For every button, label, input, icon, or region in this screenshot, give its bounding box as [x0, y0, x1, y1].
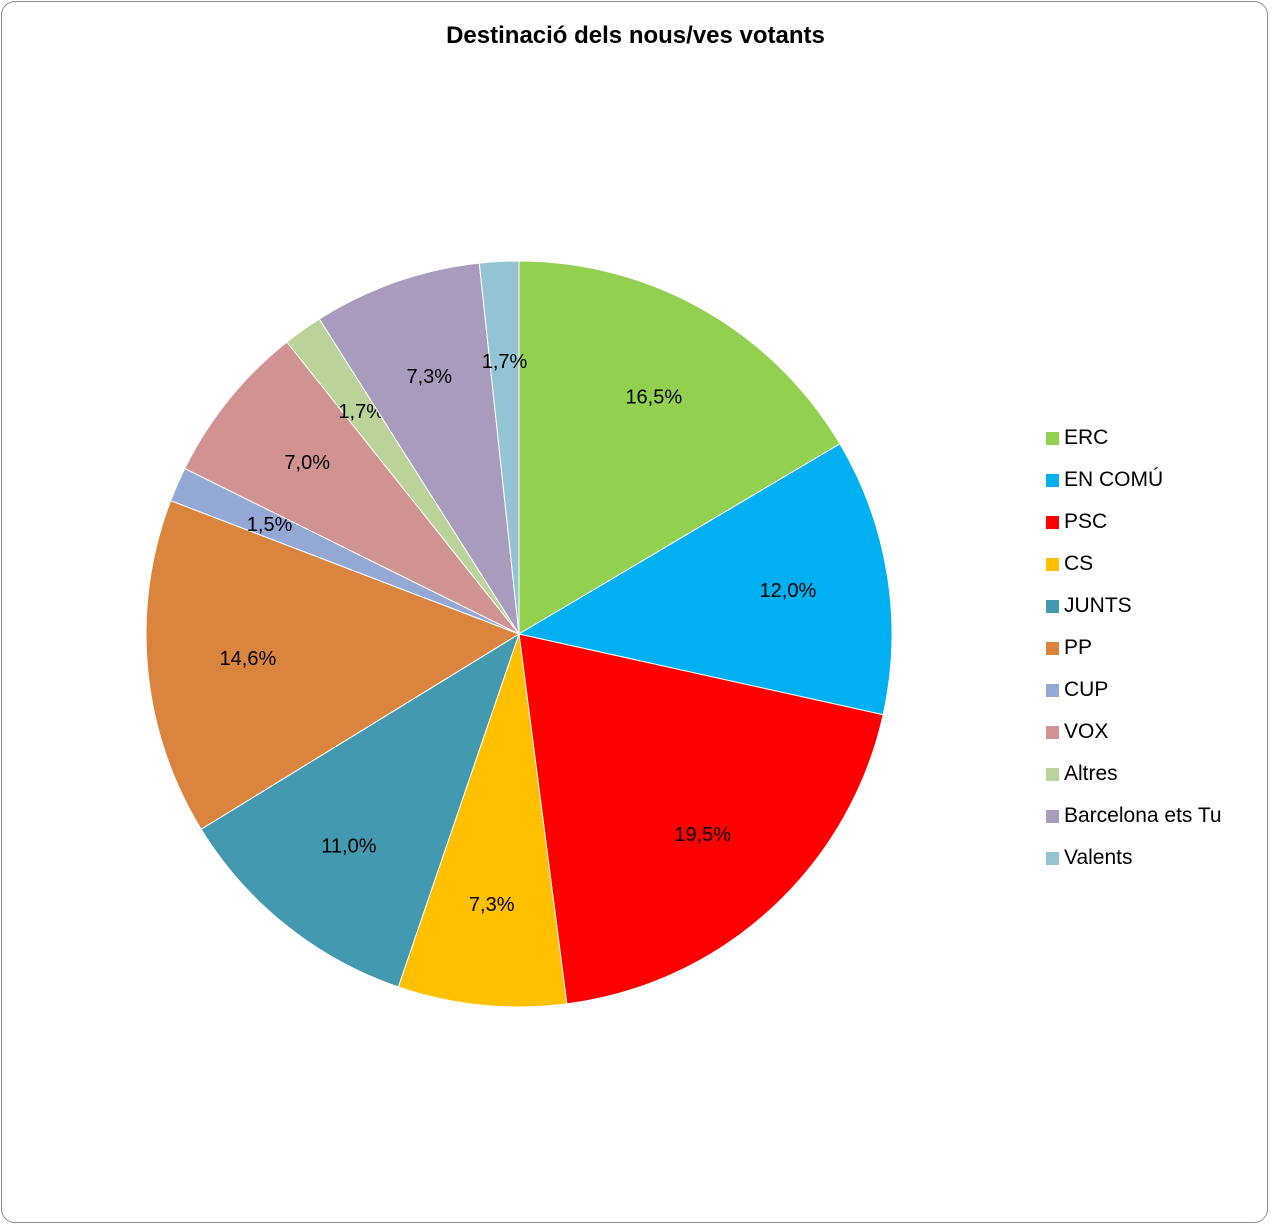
- legend-swatch-2: [1046, 515, 1059, 529]
- legend-label-6: CUP: [1064, 678, 1109, 701]
- legend-item-3: CS: [1046, 543, 1222, 585]
- legend-label-3: CS: [1064, 552, 1094, 575]
- legend-item-0: ERC: [1046, 417, 1222, 459]
- legend-swatch-10: [1046, 851, 1059, 865]
- slice-label-4: 11,0%: [321, 836, 376, 858]
- chart-title: Destinació dels nous/ves votants: [446, 22, 825, 49]
- legend-label-7: VOX: [1064, 720, 1109, 743]
- legend-item-5: PP: [1046, 627, 1222, 669]
- pie-slice-9: [318, 262, 520, 635]
- legend-swatch-5: [1046, 641, 1059, 655]
- slice-label-1: 12,0%: [760, 580, 817, 602]
- slice-label-2: 19,5%: [674, 824, 731, 846]
- legend-label-0: ERC: [1064, 426, 1109, 449]
- legend-swatch-6: [1046, 683, 1059, 697]
- legend-label-10: Valents: [1064, 846, 1133, 869]
- pie-slice-5: [145, 499, 521, 830]
- legend-label-5: PP: [1064, 636, 1093, 659]
- legend-label-9: Barcelona ets Tu: [1064, 804, 1222, 827]
- pie-slice-1: [517, 443, 893, 716]
- pie-slice-7: [184, 341, 520, 635]
- pie-slice-10: [478, 260, 520, 635]
- legend: ERC EN COMÚ PSC CS JUNTS PP CUP VOX Altres Barcel…: [1046, 417, 1222, 879]
- legend-item-2: PSC: [1046, 501, 1222, 543]
- legend-swatch-3: [1046, 557, 1059, 571]
- legend-swatch-0: [1046, 431, 1059, 445]
- slice-label-9: 7,3%: [407, 366, 453, 388]
- slice-label-3: 7,3%: [469, 894, 515, 916]
- legend-item-9: Barcelona ets Tu: [1046, 795, 1222, 837]
- slice-label-5: 14,6%: [220, 648, 277, 670]
- slice-label-7: 7,0%: [284, 452, 330, 474]
- pie-slice-3: [397, 633, 568, 1008]
- slice-label-0: 16,5%: [625, 386, 682, 408]
- legend-item-1: EN COMÚ: [1046, 459, 1222, 501]
- legend-label-4: JUNTS: [1064, 594, 1132, 617]
- legend-swatch-4: [1046, 599, 1059, 613]
- legend-item-10: Valents: [1046, 837, 1222, 879]
- legend-label-2: PSC: [1064, 510, 1108, 533]
- legend-item-4: JUNTS: [1046, 585, 1222, 627]
- pie-slice-2: [518, 633, 884, 1005]
- pie-slice-4: [200, 632, 520, 988]
- legend-swatch-8: [1046, 767, 1059, 781]
- legend-swatch-7: [1046, 725, 1059, 739]
- legend-item-8: Altres: [1046, 753, 1222, 795]
- legend-label-1: EN COMÚ: [1064, 468, 1164, 491]
- slice-label-8: 1,7%: [338, 401, 384, 423]
- legend-swatch-9: [1046, 809, 1059, 823]
- legend-item-6: CUP: [1046, 669, 1222, 711]
- legend-label-8: Altres: [1064, 762, 1118, 785]
- slice-label-10: 1,7%: [482, 351, 528, 373]
- legend-swatch-1: [1046, 473, 1059, 487]
- pie-slice-0: [518, 260, 841, 635]
- legend-item-7: VOX: [1046, 711, 1222, 753]
- slice-label-6: 1,5%: [247, 514, 293, 536]
